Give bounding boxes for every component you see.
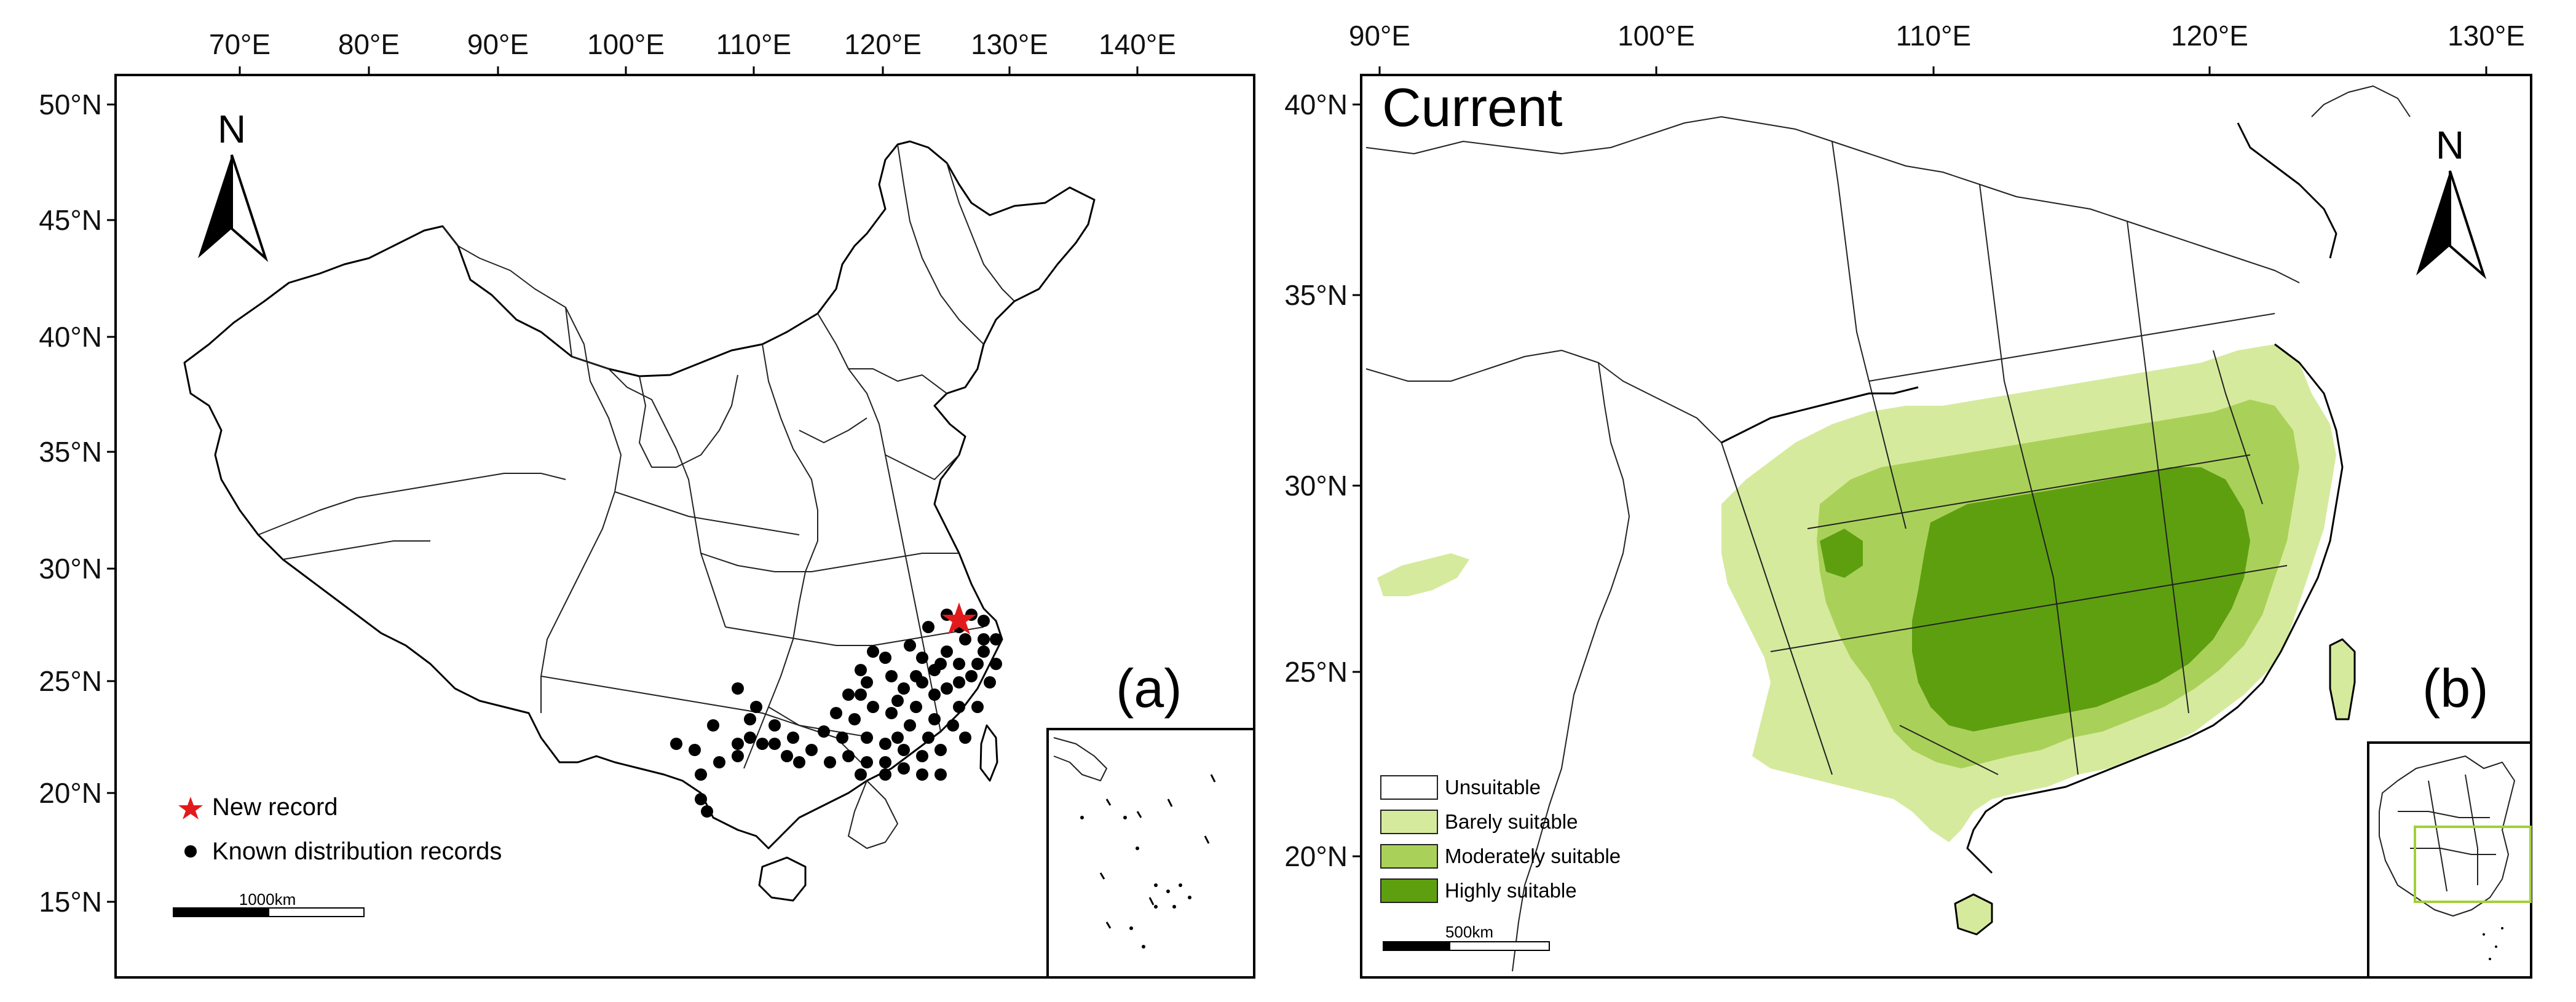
panel-b-y-axis: 40°N 35°N 30°N 25°N 20°N bbox=[1284, 89, 1361, 872]
tick-label: 120°E bbox=[844, 28, 922, 60]
panel-b-title: Current bbox=[1382, 77, 1562, 138]
taiwan-island bbox=[979, 724, 998, 782]
panel-a: 70°E 80°E 90°E 100°E 110°E 120°E 130°E 1… bbox=[39, 28, 1255, 979]
panel-a-y-axis: 50°N 45°N 40°N 35°N 30°N 25°N 20°N 15°N bbox=[39, 89, 116, 918]
legend-new-record: New record bbox=[212, 794, 338, 821]
tick-label: 25°N bbox=[1284, 656, 1348, 688]
panel-b-legend: Unsuitable Barely suitable Moderately su… bbox=[1380, 775, 1621, 903]
tick-label: 40°N bbox=[39, 321, 102, 353]
tick-label: 50°N bbox=[39, 89, 102, 120]
tick-label: 25°N bbox=[39, 665, 102, 697]
tick-label: 90°E bbox=[1349, 20, 1410, 52]
legend-swatch-unsuitable bbox=[1380, 775, 1438, 800]
tick-label: 15°N bbox=[39, 886, 102, 918]
tick-label: 110°E bbox=[1896, 20, 1971, 52]
china-map-outline bbox=[183, 140, 1096, 850]
tick-label: 100°E bbox=[587, 28, 665, 60]
panel-a-scale-bar: 1000km bbox=[173, 890, 365, 917]
new-record-star bbox=[942, 602, 976, 634]
legend-star-symbol bbox=[178, 797, 203, 819]
panel-b-boundaries bbox=[1365, 85, 2411, 972]
legend-swatch-barely bbox=[1380, 810, 1438, 834]
tick-label: 70°E bbox=[209, 28, 271, 60]
tick-label: 35°N bbox=[1284, 279, 1348, 311]
panel-a-legend: New record Known distribution records bbox=[178, 794, 502, 865]
legend-swatch-highly bbox=[1380, 878, 1438, 903]
tick-label: 100°E bbox=[1618, 20, 1695, 52]
tick-label: 130°E bbox=[2448, 20, 2525, 52]
panel-b-scale-bar: 500km bbox=[1383, 923, 1550, 951]
locator-inset bbox=[2367, 741, 2532, 979]
legend-label: Unsuitable bbox=[1445, 776, 1541, 799]
hainan-island bbox=[758, 856, 807, 902]
north-arrow: N bbox=[2416, 123, 2487, 280]
legend-known-records: Known distribution records bbox=[212, 838, 502, 865]
tick-label: 110°E bbox=[716, 28, 791, 60]
legend-label: Barely suitable bbox=[1445, 810, 1578, 833]
tick-label: 140°E bbox=[1099, 28, 1176, 60]
tick-label: 120°E bbox=[2171, 20, 2248, 52]
inset-extent-box bbox=[2414, 826, 2532, 903]
tick-label: 45°N bbox=[39, 204, 102, 236]
panel-b-label: (b) bbox=[2422, 658, 2489, 719]
panel-a-label: (a) bbox=[1116, 658, 1182, 719]
south-china-sea-inset bbox=[1046, 728, 1255, 979]
scale-label: 1000km bbox=[239, 890, 296, 909]
legend-swatch-moderately bbox=[1380, 844, 1438, 869]
north-arrow: N bbox=[198, 107, 269, 262]
tick-label: 20°N bbox=[1284, 840, 1348, 872]
tick-label: 130°E bbox=[971, 28, 1048, 60]
tick-label: 40°N bbox=[1284, 89, 1348, 120]
north-label: N bbox=[2436, 123, 2464, 167]
scale-label: 500km bbox=[1445, 923, 1493, 941]
tick-label: 35°N bbox=[39, 436, 102, 468]
north-label: N bbox=[218, 107, 246, 151]
panel-b-x-axis: 90°E 100°E 110°E 120°E 130°E bbox=[1349, 20, 2525, 75]
tick-label: 30°N bbox=[39, 553, 102, 585]
known-distribution-records bbox=[670, 609, 1002, 818]
tick-label: 20°N bbox=[39, 777, 102, 809]
tick-label: 80°E bbox=[338, 28, 400, 60]
panel-a-x-axis: 70°E 80°E 90°E 100°E 110°E 120°E 130°E 1… bbox=[209, 28, 1176, 75]
legend-label: Highly suitable bbox=[1445, 879, 1577, 902]
tick-label: 30°N bbox=[1284, 470, 1348, 502]
tick-label: 90°E bbox=[467, 28, 529, 60]
legend-label: Moderately suitable bbox=[1445, 845, 1621, 867]
legend-dot-symbol bbox=[184, 845, 197, 858]
panel-b: 90°E 100°E 110°E 120°E 130°E 40°N 35°N 3… bbox=[1284, 20, 2532, 979]
